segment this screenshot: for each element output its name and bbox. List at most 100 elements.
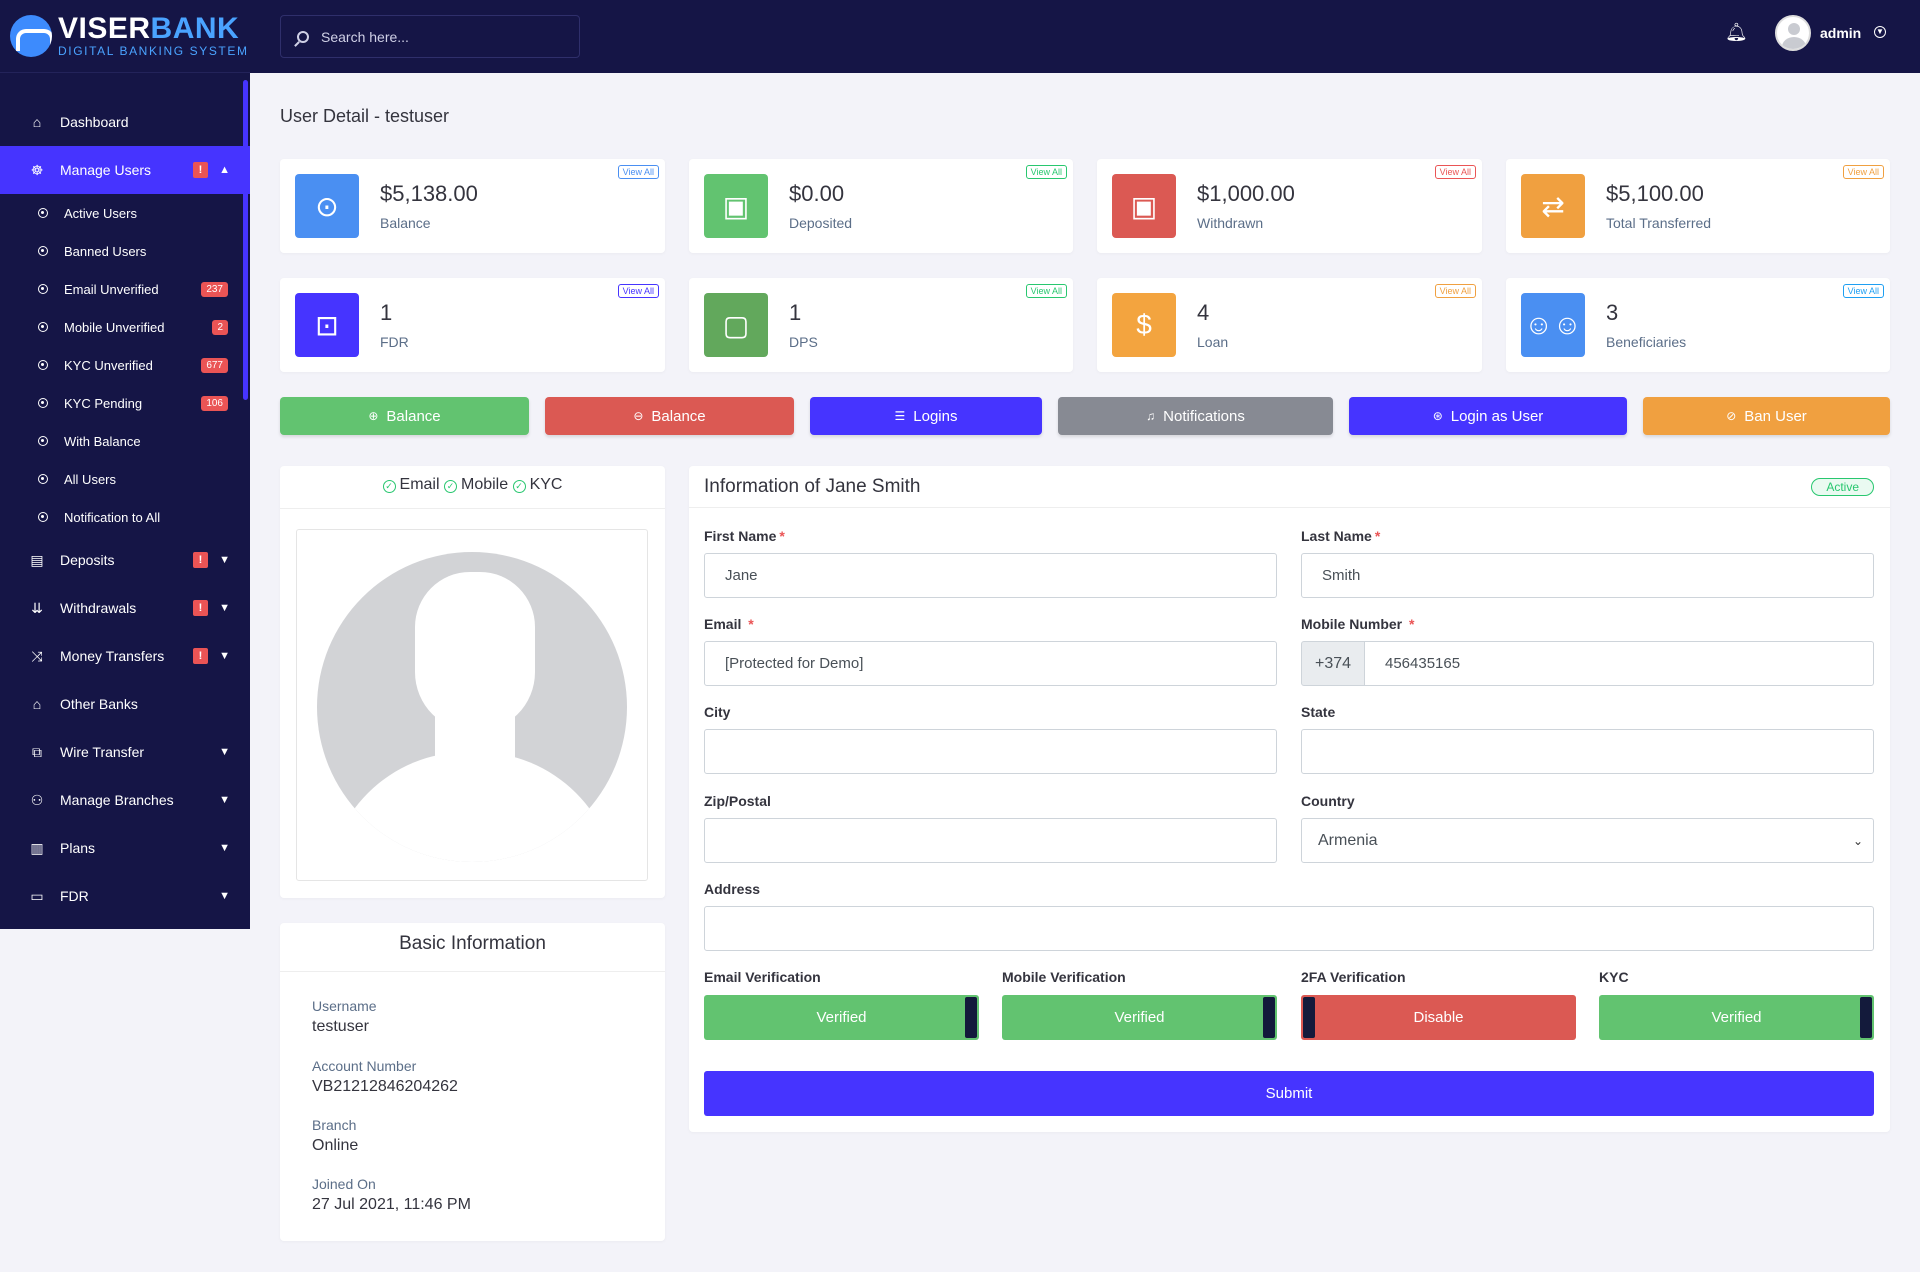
count-badge: 106: [201, 395, 228, 411]
sidebar-subitem-label: All Users: [64, 471, 117, 487]
notifications-button[interactable]: ♫ Notifications: [1058, 397, 1333, 435]
circle-dot-icon: [38, 360, 48, 370]
sidebar-subitem-with-balance[interactable]: With Balance: [0, 422, 250, 460]
view-all-link[interactable]: View All: [1025, 165, 1067, 179]
sidebar-item-label: Dashboard: [60, 114, 129, 130]
ban-user-button[interactable]: ⊘ Ban User: [1643, 397, 1890, 435]
sidebar-subitem-kyc-unverified[interactable]: KYC Unverified 677: [0, 346, 250, 384]
profile-photo: [296, 529, 648, 881]
login-icon: ⊛: [1432, 409, 1443, 423]
branch-label: Branch: [312, 1117, 357, 1133]
wallet-icon: ▣: [1112, 174, 1176, 238]
circle-dot-icon: [38, 246, 48, 256]
sidebar-item-fdr[interactable]: ▭ FDR ▼: [0, 872, 250, 920]
sidebar-item-deposits[interactable]: ▤ Deposits ! ▼: [0, 536, 250, 584]
view-all-link[interactable]: View All: [1434, 165, 1476, 179]
kyc-label: KYC: [1599, 969, 1629, 985]
avatar-placeholder-icon: [317, 552, 627, 862]
view-all-link[interactable]: View All: [617, 165, 659, 179]
sidebar-item-withdrawals[interactable]: ⇊ Withdrawals ! ▼: [0, 584, 250, 632]
sidebar-subitem-email-unverified[interactable]: Email Unverified 237: [0, 270, 250, 308]
avatar[interactable]: [1775, 15, 1811, 51]
email-verification-toggle[interactable]: Verified: [704, 995, 979, 1040]
user-name[interactable]: admin: [1820, 25, 1862, 41]
widget-amount: $5,138.00: [380, 181, 478, 206]
circle-dot-icon: [38, 512, 48, 522]
widget-withdrawn: ▣ $1,000.00 Withdrawn View All: [1097, 159, 1482, 253]
country-select[interactable]: Armenia ⌄: [1301, 818, 1874, 863]
sidebar-item-other-banks[interactable]: ⌂ Other Banks: [0, 680, 250, 728]
toggle-knob: [1860, 997, 1872, 1038]
username-value: testuser: [312, 1018, 369, 1035]
sidebar-subitem-all-users[interactable]: All Users: [0, 460, 250, 498]
sidebar-item-plans[interactable]: ▥ Plans ▼: [0, 824, 250, 872]
country-code-prefix: +374: [1301, 641, 1365, 686]
widget-fdr: ⊡ 1 FDR View All: [280, 278, 665, 372]
chevron-down-icon[interactable]: ▼: [1874, 26, 1886, 38]
bell-icon[interactable]: 🔔︎: [1725, 22, 1748, 42]
view-all-link[interactable]: View All: [1842, 165, 1884, 179]
subtract-balance-button[interactable]: ⊖ Balance: [545, 397, 794, 435]
manage-users-submenu: Active Users Banned Users Email Unverifi…: [0, 194, 250, 536]
list-icon: ☰: [894, 409, 906, 423]
sidebar-subitem-banned-users[interactable]: Banned Users: [0, 232, 250, 270]
account-number-label: Account Number: [312, 1058, 417, 1074]
sidebar: VISERBANK DIGITAL BANKING SYSTEM ⌂ Dashb…: [0, 0, 250, 929]
sidebar-subitem-notification-to-all[interactable]: Notification to All: [0, 498, 250, 536]
widget-amount: 3: [1606, 300, 1619, 325]
email-input[interactable]: [Protected for Demo]: [704, 641, 1277, 686]
view-all-link[interactable]: View All: [1025, 284, 1067, 298]
search-box[interactable]: Search here...: [280, 15, 580, 58]
chevron-down-icon: ▼: [219, 746, 230, 758]
sidebar-subitem-active-users[interactable]: Active Users: [0, 194, 250, 232]
sidebar-subitem-label: Banned Users: [64, 243, 147, 259]
state-input[interactable]: [1301, 729, 1874, 774]
zip-input[interactable]: [704, 818, 1277, 863]
brand-logo[interactable]: VISERBANK DIGITAL BANKING SYSTEM: [0, 0, 250, 73]
toggle-label: Verified: [1114, 1009, 1165, 1026]
widget-label: FDR: [380, 334, 409, 350]
city-input[interactable]: [704, 729, 1277, 774]
widget-amount: 1: [789, 300, 802, 325]
kyc-verified-label: KYC: [529, 476, 563, 493]
widget-amount: 4: [1197, 300, 1210, 325]
add-balance-button[interactable]: ⊕ Balance: [280, 397, 529, 435]
view-all-link[interactable]: View All: [1434, 284, 1476, 298]
sidebar-item-dashboard[interactable]: ⌂ Dashboard: [0, 98, 250, 146]
verification-status-row: ✓ Email ✓ Mobile ✓ KYC: [280, 476, 665, 494]
mobile-number-label: Mobile Number *: [1301, 616, 1415, 632]
widget-label: Loan: [1197, 334, 1229, 350]
sidebar-item-wire-transfer[interactable]: ⧉ Wire Transfer ▼: [0, 728, 250, 776]
logins-button[interactable]: ☰ Logins: [810, 397, 1042, 435]
sidebar-item-manage-branches[interactable]: ⚇ Manage Branches ▼: [0, 776, 250, 824]
view-all-link[interactable]: View All: [617, 284, 659, 298]
last-name-input[interactable]: Smith: [1301, 553, 1874, 598]
address-input[interactable]: [704, 906, 1874, 951]
account-number-value: VB21212846204262: [312, 1078, 458, 1095]
widget-balance: ⊙ $5,138.00 Balance View All: [280, 159, 665, 253]
check-circle-icon: ✓: [443, 480, 457, 493]
kyc-toggle[interactable]: Verified: [1599, 995, 1874, 1040]
sidebar-item-money-transfers[interactable]: ⤨ Money Transfers ! ▼: [0, 632, 250, 680]
mobile-number-input[interactable]: 456435165: [1364, 641, 1874, 686]
view-all-link[interactable]: View All: [1842, 284, 1884, 298]
button-label: Notifications: [1163, 407, 1245, 425]
email-verified-label: Email: [399, 476, 440, 493]
submit-button[interactable]: Submit: [704, 1071, 1874, 1116]
login-as-user-button[interactable]: ⊛ Login as User: [1349, 397, 1627, 435]
sidebar-item-label: Manage Branches: [60, 792, 174, 808]
transfer-arrows-icon: ⇄: [1521, 174, 1585, 238]
sidebar-item-manage-users[interactable]: ☸ Manage Users ! ▲: [0, 146, 250, 194]
check-circle-icon: ✓: [382, 480, 396, 493]
first-name-input[interactable]: Jane: [704, 553, 1277, 598]
twofa-verification-toggle[interactable]: Disable: [1301, 995, 1576, 1040]
money-bill-icon: ⊡: [295, 293, 359, 357]
country-selected-value: Armenia: [1318, 831, 1378, 849]
mobile-verification-toggle[interactable]: Verified: [1002, 995, 1277, 1040]
chevron-down-icon: ▼: [219, 602, 230, 614]
sidebar-scrollbar[interactable]: [243, 80, 248, 400]
sidebar-subitem-mobile-unverified[interactable]: Mobile Unverified 2: [0, 308, 250, 346]
users-icon: ☸: [30, 161, 44, 178]
chart-icon: ▥: [30, 839, 44, 856]
sidebar-subitem-kyc-pending[interactable]: KYC Pending 106: [0, 384, 250, 422]
